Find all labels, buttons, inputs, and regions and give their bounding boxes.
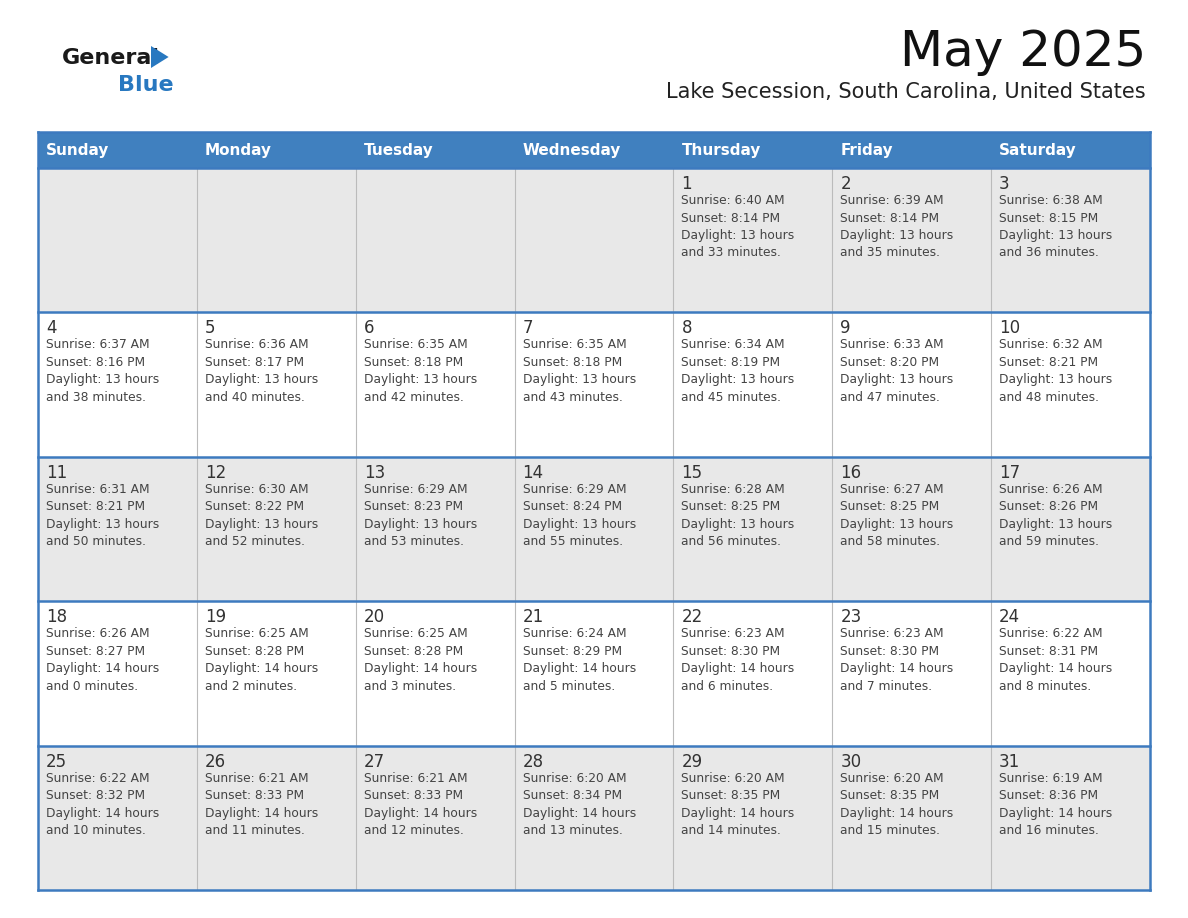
Text: Sunrise: 6:33 AM
Sunset: 8:20 PM
Daylight: 13 hours
and 47 minutes.: Sunrise: 6:33 AM Sunset: 8:20 PM Dayligh… xyxy=(840,339,954,404)
Text: 6: 6 xyxy=(364,319,374,338)
Bar xyxy=(38,745,1150,890)
Text: 14: 14 xyxy=(523,464,544,482)
Text: 26: 26 xyxy=(204,753,226,770)
Text: Sunrise: 6:22 AM
Sunset: 8:32 PM
Daylight: 14 hours
and 10 minutes.: Sunrise: 6:22 AM Sunset: 8:32 PM Dayligh… xyxy=(46,772,159,837)
Bar xyxy=(38,132,197,168)
Bar xyxy=(991,132,1150,168)
Text: Sunrise: 6:22 AM
Sunset: 8:31 PM
Daylight: 14 hours
and 8 minutes.: Sunrise: 6:22 AM Sunset: 8:31 PM Dayligh… xyxy=(999,627,1112,693)
Text: 22: 22 xyxy=(682,609,702,626)
Text: Sunrise: 6:35 AM
Sunset: 8:18 PM
Daylight: 13 hours
and 43 minutes.: Sunrise: 6:35 AM Sunset: 8:18 PM Dayligh… xyxy=(523,339,636,404)
Text: 9: 9 xyxy=(840,319,851,338)
Text: 19: 19 xyxy=(204,609,226,626)
Bar xyxy=(38,457,1150,601)
Bar xyxy=(674,132,833,168)
Text: Sunrise: 6:25 AM
Sunset: 8:28 PM
Daylight: 14 hours
and 2 minutes.: Sunrise: 6:25 AM Sunset: 8:28 PM Dayligh… xyxy=(204,627,318,693)
Text: Sunrise: 6:20 AM
Sunset: 8:35 PM
Daylight: 14 hours
and 15 minutes.: Sunrise: 6:20 AM Sunset: 8:35 PM Dayligh… xyxy=(840,772,954,837)
Bar xyxy=(833,132,991,168)
Text: General: General xyxy=(62,48,160,68)
Bar xyxy=(38,168,1150,312)
Text: 7: 7 xyxy=(523,319,533,338)
Text: 27: 27 xyxy=(364,753,385,770)
Text: Wednesday: Wednesday xyxy=(523,142,621,158)
Bar xyxy=(38,312,1150,457)
Text: Sunrise: 6:38 AM
Sunset: 8:15 PM
Daylight: 13 hours
and 36 minutes.: Sunrise: 6:38 AM Sunset: 8:15 PM Dayligh… xyxy=(999,194,1112,260)
Text: Sunrise: 6:24 AM
Sunset: 8:29 PM
Daylight: 14 hours
and 5 minutes.: Sunrise: 6:24 AM Sunset: 8:29 PM Dayligh… xyxy=(523,627,636,693)
Text: 30: 30 xyxy=(840,753,861,770)
Text: 29: 29 xyxy=(682,753,702,770)
Text: Sunrise: 6:37 AM
Sunset: 8:16 PM
Daylight: 13 hours
and 38 minutes.: Sunrise: 6:37 AM Sunset: 8:16 PM Dayligh… xyxy=(46,339,159,404)
Text: 24: 24 xyxy=(999,609,1020,626)
Text: 23: 23 xyxy=(840,609,861,626)
Text: Sunrise: 6:23 AM
Sunset: 8:30 PM
Daylight: 14 hours
and 6 minutes.: Sunrise: 6:23 AM Sunset: 8:30 PM Dayligh… xyxy=(682,627,795,693)
Text: Lake Secession, South Carolina, United States: Lake Secession, South Carolina, United S… xyxy=(666,82,1146,102)
Text: Sunrise: 6:29 AM
Sunset: 8:23 PM
Daylight: 13 hours
and 53 minutes.: Sunrise: 6:29 AM Sunset: 8:23 PM Dayligh… xyxy=(364,483,476,548)
Text: Tuesday: Tuesday xyxy=(364,142,434,158)
Text: Sunrise: 6:20 AM
Sunset: 8:34 PM
Daylight: 14 hours
and 13 minutes.: Sunrise: 6:20 AM Sunset: 8:34 PM Dayligh… xyxy=(523,772,636,837)
Text: Sunrise: 6:27 AM
Sunset: 8:25 PM
Daylight: 13 hours
and 58 minutes.: Sunrise: 6:27 AM Sunset: 8:25 PM Dayligh… xyxy=(840,483,954,548)
Text: 15: 15 xyxy=(682,464,702,482)
Text: 21: 21 xyxy=(523,609,544,626)
Text: 3: 3 xyxy=(999,175,1010,193)
Text: 31: 31 xyxy=(999,753,1020,770)
Text: 25: 25 xyxy=(46,753,68,770)
Text: Sunrise: 6:21 AM
Sunset: 8:33 PM
Daylight: 14 hours
and 11 minutes.: Sunrise: 6:21 AM Sunset: 8:33 PM Dayligh… xyxy=(204,772,318,837)
Text: Sunrise: 6:20 AM
Sunset: 8:35 PM
Daylight: 14 hours
and 14 minutes.: Sunrise: 6:20 AM Sunset: 8:35 PM Dayligh… xyxy=(682,772,795,837)
Text: Sunrise: 6:21 AM
Sunset: 8:33 PM
Daylight: 14 hours
and 12 minutes.: Sunrise: 6:21 AM Sunset: 8:33 PM Dayligh… xyxy=(364,772,476,837)
Text: 13: 13 xyxy=(364,464,385,482)
Bar xyxy=(355,132,514,168)
Text: Sunrise: 6:40 AM
Sunset: 8:14 PM
Daylight: 13 hours
and 33 minutes.: Sunrise: 6:40 AM Sunset: 8:14 PM Dayligh… xyxy=(682,194,795,260)
Text: 12: 12 xyxy=(204,464,226,482)
Text: 2: 2 xyxy=(840,175,851,193)
Text: Sunrise: 6:23 AM
Sunset: 8:30 PM
Daylight: 14 hours
and 7 minutes.: Sunrise: 6:23 AM Sunset: 8:30 PM Dayligh… xyxy=(840,627,954,693)
Bar xyxy=(197,132,355,168)
Text: 10: 10 xyxy=(999,319,1020,338)
Text: Sunrise: 6:28 AM
Sunset: 8:25 PM
Daylight: 13 hours
and 56 minutes.: Sunrise: 6:28 AM Sunset: 8:25 PM Dayligh… xyxy=(682,483,795,548)
Text: May 2025: May 2025 xyxy=(899,28,1146,76)
Text: Saturday: Saturday xyxy=(999,142,1076,158)
Text: Sunrise: 6:30 AM
Sunset: 8:22 PM
Daylight: 13 hours
and 52 minutes.: Sunrise: 6:30 AM Sunset: 8:22 PM Dayligh… xyxy=(204,483,318,548)
Text: Sunrise: 6:19 AM
Sunset: 8:36 PM
Daylight: 14 hours
and 16 minutes.: Sunrise: 6:19 AM Sunset: 8:36 PM Dayligh… xyxy=(999,772,1112,837)
Bar xyxy=(514,132,674,168)
Text: Friday: Friday xyxy=(840,142,893,158)
Text: 20: 20 xyxy=(364,609,385,626)
Text: 11: 11 xyxy=(46,464,68,482)
Text: Sunrise: 6:34 AM
Sunset: 8:19 PM
Daylight: 13 hours
and 45 minutes.: Sunrise: 6:34 AM Sunset: 8:19 PM Dayligh… xyxy=(682,339,795,404)
Text: Sunrise: 6:25 AM
Sunset: 8:28 PM
Daylight: 14 hours
and 3 minutes.: Sunrise: 6:25 AM Sunset: 8:28 PM Dayligh… xyxy=(364,627,476,693)
Text: 1: 1 xyxy=(682,175,693,193)
Text: Sunrise: 6:36 AM
Sunset: 8:17 PM
Daylight: 13 hours
and 40 minutes.: Sunrise: 6:36 AM Sunset: 8:17 PM Dayligh… xyxy=(204,339,318,404)
Text: 28: 28 xyxy=(523,753,544,770)
Text: 8: 8 xyxy=(682,319,691,338)
Bar xyxy=(38,601,1150,745)
Text: Thursday: Thursday xyxy=(682,142,760,158)
Text: 17: 17 xyxy=(999,464,1020,482)
Text: Sunrise: 6:35 AM
Sunset: 8:18 PM
Daylight: 13 hours
and 42 minutes.: Sunrise: 6:35 AM Sunset: 8:18 PM Dayligh… xyxy=(364,339,476,404)
Text: 16: 16 xyxy=(840,464,861,482)
Text: Sunrise: 6:26 AM
Sunset: 8:27 PM
Daylight: 14 hours
and 0 minutes.: Sunrise: 6:26 AM Sunset: 8:27 PM Dayligh… xyxy=(46,627,159,693)
Text: 18: 18 xyxy=(46,609,68,626)
Text: Sunrise: 6:31 AM
Sunset: 8:21 PM
Daylight: 13 hours
and 50 minutes.: Sunrise: 6:31 AM Sunset: 8:21 PM Dayligh… xyxy=(46,483,159,548)
Text: Sunrise: 6:32 AM
Sunset: 8:21 PM
Daylight: 13 hours
and 48 minutes.: Sunrise: 6:32 AM Sunset: 8:21 PM Dayligh… xyxy=(999,339,1112,404)
Text: Sunrise: 6:26 AM
Sunset: 8:26 PM
Daylight: 13 hours
and 59 minutes.: Sunrise: 6:26 AM Sunset: 8:26 PM Dayligh… xyxy=(999,483,1112,548)
Text: Sunrise: 6:29 AM
Sunset: 8:24 PM
Daylight: 13 hours
and 55 minutes.: Sunrise: 6:29 AM Sunset: 8:24 PM Dayligh… xyxy=(523,483,636,548)
Text: Sunday: Sunday xyxy=(46,142,109,158)
Text: 4: 4 xyxy=(46,319,57,338)
Text: Monday: Monday xyxy=(204,142,272,158)
Text: 5: 5 xyxy=(204,319,215,338)
Polygon shape xyxy=(151,46,169,68)
Text: Blue: Blue xyxy=(118,75,173,95)
Text: Sunrise: 6:39 AM
Sunset: 8:14 PM
Daylight: 13 hours
and 35 minutes.: Sunrise: 6:39 AM Sunset: 8:14 PM Dayligh… xyxy=(840,194,954,260)
